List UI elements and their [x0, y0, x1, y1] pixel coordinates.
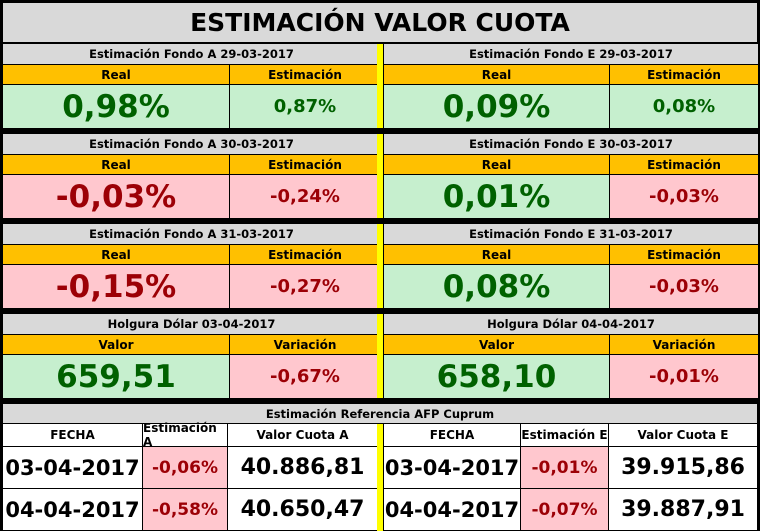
reference-cell: -0,07%: [521, 489, 608, 530]
block-label-secondary: Estimación: [610, 245, 758, 264]
block-header: Estimación Fondo A 31-03-2017: [3, 224, 380, 244]
reference-cell: 04-04-2017: [384, 489, 520, 530]
column-divider: [377, 314, 383, 398]
block-value-primary: -0,15%: [3, 265, 229, 308]
block-value-secondary: -0,27%: [230, 265, 380, 308]
block-label-primary: Valor: [384, 335, 609, 354]
block-label-secondary: Variación: [610, 335, 758, 354]
reference-cell: 04-04-2017: [3, 489, 142, 530]
block-label-secondary: Estimación: [230, 65, 380, 84]
block-header: Estimación Fondo E 31-03-2017: [384, 224, 758, 244]
block-label-primary: Real: [384, 65, 609, 84]
block-header: Estimación Fondo A 30-03-2017: [3, 134, 380, 154]
reference-cell: -0,01%: [521, 447, 608, 488]
block-label-secondary: Variación: [230, 335, 380, 354]
reference-column-header: FECHA: [3, 424, 142, 446]
reference-cell: 03-04-2017: [384, 447, 520, 488]
block-header: Estimación Fondo A 29-03-2017: [3, 44, 380, 64]
block-label-primary: Real: [384, 155, 609, 174]
reference-cell: -0,06%: [143, 447, 227, 488]
block-value-secondary: -0,03%: [610, 265, 758, 308]
block-value-secondary: -0,01%: [610, 355, 758, 398]
block-value-secondary: -0,67%: [230, 355, 380, 398]
block-label-secondary: Estimación: [230, 245, 380, 264]
reference-column-header: Valor Cuota A: [228, 424, 377, 446]
block-value-primary: 659,51: [3, 355, 229, 398]
block-label-primary: Valor: [3, 335, 229, 354]
block-label-secondary: Estimación: [610, 65, 758, 84]
column-divider: [377, 424, 383, 531]
block-value-secondary: 0,08%: [610, 85, 758, 128]
block-header: Estimación Fondo E 29-03-2017: [384, 44, 758, 64]
reference-column-header: Estimación A: [143, 421, 227, 449]
block-value-secondary: -0,24%: [230, 175, 380, 218]
block-value-primary: 658,10: [384, 355, 609, 398]
reference-cell: 40.650,47: [228, 489, 377, 530]
block-value-secondary: 0,87%: [230, 85, 380, 128]
reference-column-header: Estimación E: [521, 424, 608, 446]
block-label-secondary: Estimación: [610, 155, 758, 174]
block-label-primary: Real: [3, 245, 229, 264]
block-value-secondary: -0,03%: [610, 175, 758, 218]
block-header: Holgura Dólar 03-04-2017: [3, 314, 380, 334]
reference-cell: 39.915,86: [609, 447, 757, 488]
reference-cell: 40.886,81: [228, 447, 377, 488]
block-header: Estimación Fondo E 30-03-2017: [384, 134, 758, 154]
block-label-secondary: Estimación: [230, 155, 380, 174]
reference-cell: 39.887,91: [609, 489, 757, 530]
column-divider: [377, 44, 383, 128]
reference-header: Estimación Referencia AFP Cuprum: [3, 404, 757, 423]
block-label-primary: Real: [3, 65, 229, 84]
block-value-primary: -0,03%: [3, 175, 229, 218]
column-divider: [377, 224, 383, 308]
reference-cell: -0,58%: [143, 489, 227, 530]
reference-column-header: Valor Cuota E: [609, 424, 757, 446]
reference-column-header: FECHA: [384, 424, 520, 446]
block-value-primary: 0,01%: [384, 175, 609, 218]
page-title: ESTIMACIÓN VALOR CUOTA: [3, 3, 757, 42]
block-header: Holgura Dólar 04-04-2017: [384, 314, 758, 334]
reference-cell: 03-04-2017: [3, 447, 142, 488]
column-divider: [377, 134, 383, 218]
block-value-primary: 0,09%: [384, 85, 609, 128]
block-value-primary: 0,98%: [3, 85, 229, 128]
block-label-primary: Real: [384, 245, 609, 264]
block-label-primary: Real: [3, 155, 229, 174]
block-value-primary: 0,08%: [384, 265, 609, 308]
